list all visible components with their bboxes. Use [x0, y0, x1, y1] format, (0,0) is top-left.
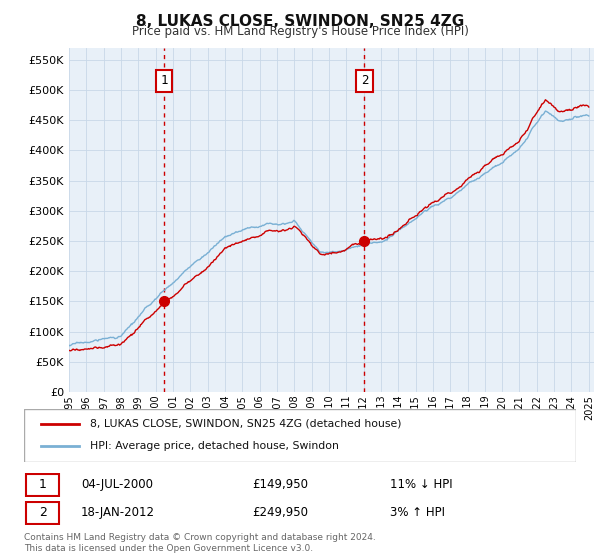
Text: Price paid vs. HM Land Registry's House Price Index (HPI): Price paid vs. HM Land Registry's House …: [131, 25, 469, 38]
Text: 2: 2: [38, 506, 47, 520]
FancyBboxPatch shape: [26, 502, 59, 524]
Text: 8, LUKAS CLOSE, SWINDON, SN25 4ZG: 8, LUKAS CLOSE, SWINDON, SN25 4ZG: [136, 14, 464, 29]
Text: 8, LUKAS CLOSE, SWINDON, SN25 4ZG (detached house): 8, LUKAS CLOSE, SWINDON, SN25 4ZG (detac…: [90, 419, 402, 429]
Text: 2: 2: [361, 74, 368, 87]
Text: 11% ↓ HPI: 11% ↓ HPI: [390, 478, 452, 491]
Text: £149,950: £149,950: [252, 478, 308, 491]
Text: 18-JAN-2012: 18-JAN-2012: [81, 506, 155, 519]
Text: Contains HM Land Registry data © Crown copyright and database right 2024.
This d: Contains HM Land Registry data © Crown c…: [24, 533, 376, 553]
Text: 3% ↑ HPI: 3% ↑ HPI: [390, 506, 445, 519]
Text: £249,950: £249,950: [252, 506, 308, 519]
Text: 04-JUL-2000: 04-JUL-2000: [81, 478, 153, 491]
Text: HPI: Average price, detached house, Swindon: HPI: Average price, detached house, Swin…: [90, 441, 339, 451]
FancyBboxPatch shape: [24, 409, 576, 462]
FancyBboxPatch shape: [26, 474, 59, 496]
Text: 1: 1: [38, 478, 47, 492]
Text: 1: 1: [161, 74, 168, 87]
